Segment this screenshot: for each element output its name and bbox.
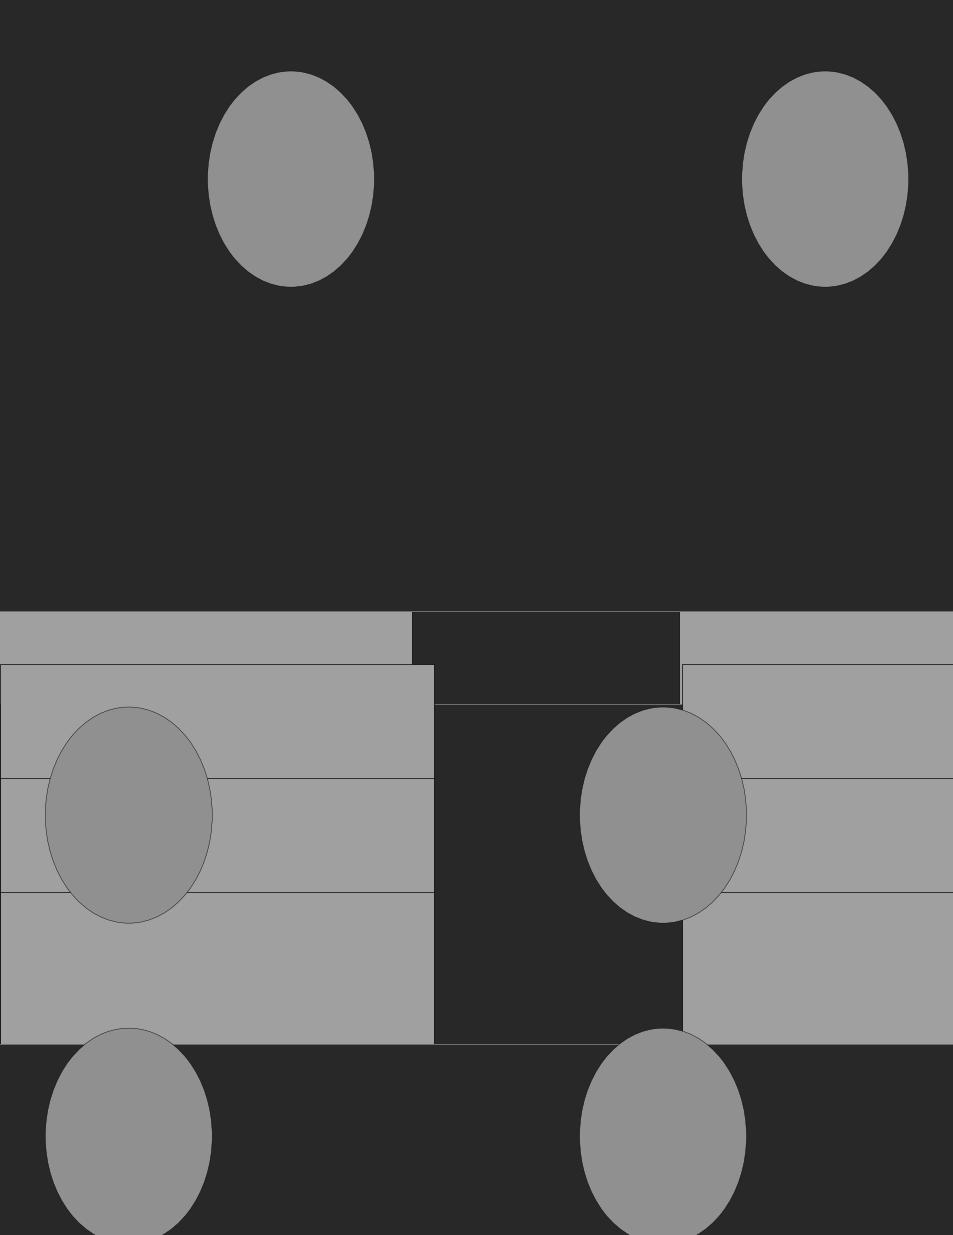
FancyBboxPatch shape [0,778,434,1179]
FancyBboxPatch shape [0,0,953,611]
FancyBboxPatch shape [358,373,433,422]
Ellipse shape [220,934,266,984]
FancyBboxPatch shape [0,0,953,272]
FancyBboxPatch shape [681,892,953,1235]
Ellipse shape [714,275,785,345]
Ellipse shape [760,273,813,324]
Ellipse shape [673,275,744,345]
Ellipse shape [578,1028,746,1235]
FancyBboxPatch shape [253,1118,686,1235]
Ellipse shape [207,70,374,287]
Ellipse shape [578,706,746,923]
FancyBboxPatch shape [934,1118,953,1235]
FancyBboxPatch shape [681,664,953,1066]
FancyBboxPatch shape [0,704,953,1235]
Ellipse shape [245,936,307,1004]
FancyBboxPatch shape [591,1118,953,1235]
Ellipse shape [321,934,366,984]
Ellipse shape [227,914,292,986]
Polygon shape [791,611,953,1235]
Ellipse shape [770,577,822,637]
Ellipse shape [662,553,737,640]
FancyBboxPatch shape [0,892,434,1235]
FancyBboxPatch shape [0,1136,953,1235]
Polygon shape [186,0,953,815]
FancyBboxPatch shape [0,469,412,902]
FancyBboxPatch shape [430,1025,504,1074]
Ellipse shape [740,70,907,287]
FancyBboxPatch shape [679,469,953,902]
Ellipse shape [680,221,778,316]
Ellipse shape [682,580,754,663]
FancyBboxPatch shape [0,0,953,611]
Ellipse shape [252,884,335,977]
Ellipse shape [653,252,727,326]
Ellipse shape [696,287,762,352]
FancyBboxPatch shape [681,778,953,1179]
Ellipse shape [690,516,787,629]
Ellipse shape [264,947,323,1011]
Ellipse shape [45,1028,212,1235]
Ellipse shape [723,580,795,663]
Ellipse shape [731,252,805,326]
Ellipse shape [705,593,772,672]
Ellipse shape [740,553,815,640]
FancyBboxPatch shape [0,664,434,1066]
FancyBboxPatch shape [0,0,953,272]
Ellipse shape [645,273,698,324]
FancyBboxPatch shape [0,1044,953,1235]
Ellipse shape [655,577,707,637]
Ellipse shape [295,914,360,986]
FancyBboxPatch shape [0,815,953,1161]
Polygon shape [186,272,953,1136]
FancyBboxPatch shape [0,1118,5,1235]
Ellipse shape [45,706,212,923]
Ellipse shape [280,936,342,1004]
FancyBboxPatch shape [0,1118,343,1235]
FancyBboxPatch shape [358,763,433,813]
FancyBboxPatch shape [0,383,953,1235]
